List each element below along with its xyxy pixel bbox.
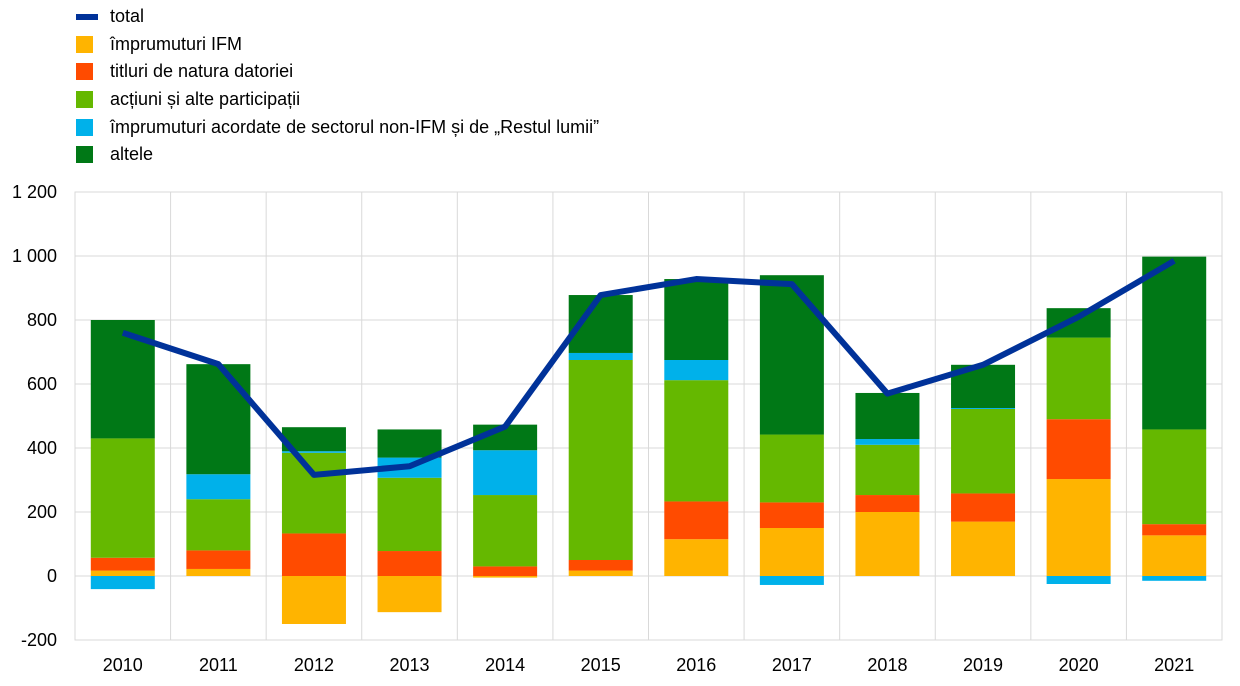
legend-label: împrumuturi IFM: [110, 33, 243, 54]
bar-segment: [664, 539, 729, 576]
bar-segment: [951, 408, 1016, 494]
x-tick-label: 2020: [1059, 655, 1099, 675]
bar-segment: [1046, 419, 1111, 480]
y-tick-label: 1 200: [12, 182, 57, 202]
bar-segment: [90, 570, 155, 576]
x-tick-label: 2018: [867, 655, 907, 675]
bar-segment: [759, 528, 824, 576]
bar-segment: [568, 560, 633, 571]
bar-segment: [855, 495, 920, 512]
total-line: [121, 258, 1176, 478]
bar-segment: [568, 360, 633, 560]
legend-swatch: [76, 35, 93, 53]
y-tick-label: 0: [47, 566, 57, 586]
x-tick-label: 2014: [485, 655, 525, 675]
bar-segment: [377, 576, 442, 613]
bar-segment: [759, 576, 824, 585]
legend-item: acțiuni și alte participații: [76, 86, 599, 114]
bar-segment: [664, 360, 729, 381]
bar-segment: [186, 364, 251, 475]
legend-item-total: total: [76, 3, 599, 31]
bar-segment: [1142, 429, 1207, 525]
x-tick-label: 2010: [103, 655, 143, 675]
legend-swatch: [76, 13, 98, 20]
bar-segment: [90, 557, 155, 571]
bar-segment: [1046, 308, 1111, 338]
bar-segment: [281, 576, 346, 624]
bar-segment: [759, 502, 824, 528]
bar-segment: [377, 477, 442, 552]
y-tick-label: 1 000: [12, 246, 57, 266]
bar-segment: [1142, 576, 1207, 581]
bar-segment: [855, 439, 920, 445]
bar-segment: [1046, 576, 1111, 584]
legend-label: acțiuni și alte participații: [110, 89, 301, 110]
y-tick-label: 600: [27, 374, 57, 394]
y-tick-label: 400: [27, 438, 57, 458]
x-tick-label: 2012: [294, 655, 334, 675]
legend: total împrumuturi IFM titluri de natura …: [76, 3, 599, 169]
legend-swatch: [76, 91, 93, 109]
bar-segment: [855, 512, 920, 576]
bar-segment: [1046, 479, 1111, 576]
legend-item: titluri de natura datoriei: [76, 58, 599, 86]
x-tick-label: 2019: [963, 655, 1003, 675]
bar-segment: [186, 474, 251, 500]
bar-segment: [473, 450, 538, 496]
plot-border: [74, 191, 1223, 641]
legend-label: împrumuturi acordate de sectorul non-IFM…: [110, 116, 600, 137]
bar-segment: [951, 521, 1016, 576]
legend-label: total: [110, 6, 145, 27]
bar-segment: [951, 408, 1016, 409]
bar-segment: [186, 568, 251, 576]
bar-segment: [186, 550, 251, 569]
bar-segment: [759, 275, 824, 435]
legend-item: altele: [76, 141, 599, 169]
bar-segment: [1046, 337, 1111, 420]
bar-segment: [377, 429, 442, 458]
bar-segment: [759, 434, 824, 503]
bar-segment: [473, 495, 538, 567]
x-tick-label: 2011: [199, 655, 238, 675]
bar-segment: [855, 392, 920, 440]
bar-segment: [568, 352, 633, 360]
legend-swatch: [76, 146, 93, 164]
y-tick-label: 800: [27, 310, 57, 330]
x-tick-label: 2015: [581, 655, 621, 675]
legend-label: titluri de natura datoriei: [110, 61, 294, 82]
bar-segment: [1142, 524, 1207, 536]
bar-segment: [281, 533, 346, 576]
x-tick-label: 2017: [772, 655, 812, 675]
bar-segment: [664, 279, 729, 360]
bar-segment: [186, 499, 251, 551]
bar-segment: [1142, 535, 1207, 576]
legend-swatch: [76, 118, 93, 136]
y-tick-label: -200: [21, 630, 57, 650]
bar-segment: [951, 493, 1016, 522]
bar-segment: [90, 576, 155, 590]
bar-segment: [281, 452, 346, 534]
x-tick-label: 2021: [1154, 655, 1194, 675]
bar-segment: [90, 438, 155, 558]
legend-item: împrumuturi IFM: [76, 31, 599, 59]
x-tick-label: 2016: [676, 655, 716, 675]
bar-segment: [473, 566, 538, 576]
legend-label: altele: [110, 144, 154, 165]
y-tick-label: 200: [27, 502, 57, 522]
bar-segment: [664, 380, 729, 502]
bar-segment: [473, 576, 538, 578]
bar-segment: [855, 444, 920, 496]
bar-segment: [281, 451, 346, 453]
x-tick-label: 2013: [390, 655, 430, 675]
legend-swatch: [76, 63, 93, 81]
bar-segment: [664, 501, 729, 540]
bar-segment: [377, 551, 442, 576]
legend-item: împrumuturi acordate de sectorul non-IFM…: [76, 113, 599, 141]
bar-segment: [568, 570, 633, 576]
bar-segment: [1142, 256, 1207, 430]
